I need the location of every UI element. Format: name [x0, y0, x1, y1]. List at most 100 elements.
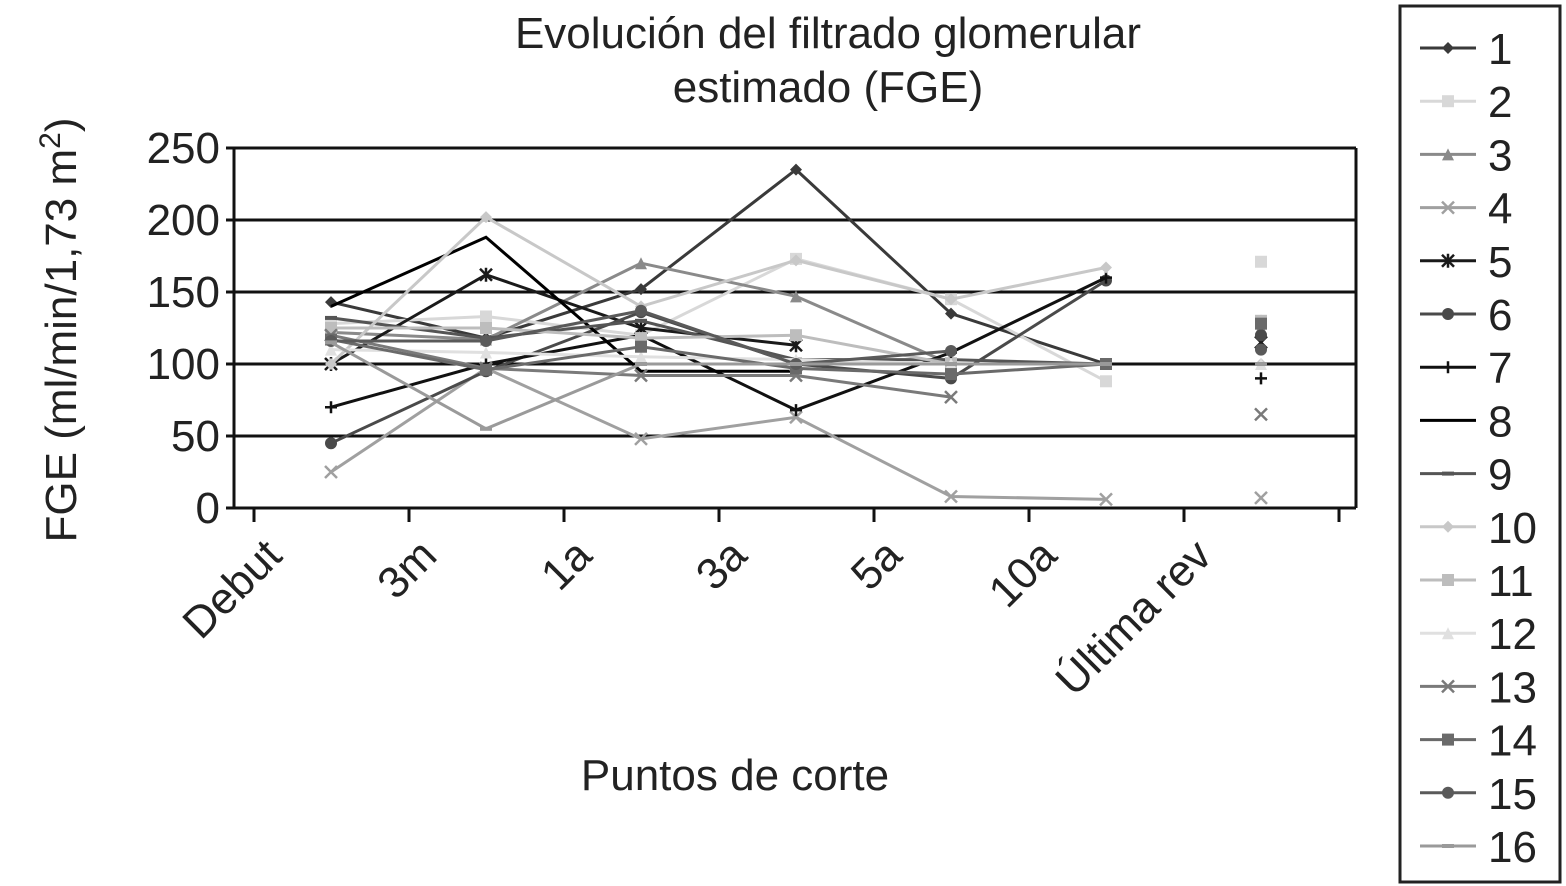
- legend-swatch-marker: [1441, 253, 1455, 268]
- data-point: [1254, 491, 1268, 505]
- legend-swatch-marker: [1442, 308, 1454, 320]
- legend-item: 9: [1420, 451, 1512, 500]
- series-line: [330, 341, 1106, 431]
- legend-swatch-marker: [1441, 679, 1455, 694]
- legend-label: 5: [1488, 238, 1512, 287]
- data-point: [635, 350, 647, 363]
- legend-label: 3: [1488, 131, 1512, 180]
- legend-swatch-marker: [1442, 42, 1454, 54]
- data-point: [480, 334, 492, 347]
- data-point: [1255, 317, 1267, 330]
- legend-box: [1398, 4, 1562, 884]
- legend-item: 16: [1420, 823, 1537, 872]
- data-point: [325, 358, 337, 370]
- data-point: [790, 254, 802, 267]
- data-point: [634, 431, 648, 446]
- legend-item: 1: [1420, 25, 1512, 74]
- x-tick-label: 3a: [687, 530, 757, 600]
- data-point: [945, 293, 957, 306]
- x-tick-label: Última rev: [1046, 530, 1221, 705]
- data-point: [480, 363, 492, 376]
- x-tick-label: Debut: [173, 530, 291, 648]
- legend-item: 12: [1420, 610, 1537, 659]
- legend-swatch-marker: [1442, 361, 1454, 374]
- series-line: [330, 316, 1107, 366]
- data-point: [635, 340, 647, 353]
- data-point: [790, 329, 802, 342]
- legend-item: 2: [1420, 78, 1512, 127]
- legend-label: 6: [1488, 291, 1512, 340]
- legend-item: 4: [1420, 185, 1512, 234]
- legend-swatch-marker: [1442, 95, 1454, 108]
- legend-label: 1: [1488, 25, 1512, 74]
- legend-item: 14: [1420, 717, 1537, 766]
- series-line: [330, 257, 1107, 383]
- x-tick-label: 1a: [532, 530, 602, 600]
- data-point: [635, 304, 647, 317]
- data-point: [944, 489, 958, 504]
- series-line: [330, 235, 796, 373]
- legend-label: 12: [1488, 610, 1537, 659]
- legend-swatch-marker: [1442, 574, 1454, 586]
- legend-item: 10: [1420, 504, 1537, 553]
- legend-label: 8: [1488, 397, 1512, 446]
- data-point: [480, 310, 492, 323]
- data-point: [480, 346, 492, 359]
- legend-label: 16: [1488, 823, 1537, 872]
- data-point: [480, 211, 492, 224]
- legend-item: 5: [1420, 238, 1512, 287]
- series-line: [330, 261, 1106, 366]
- x-tick-label: 5a: [842, 530, 912, 600]
- legend-swatch-marker: [1442, 733, 1454, 746]
- data-point: [945, 345, 957, 358]
- legend-item: 6: [1420, 291, 1512, 340]
- legend-item: 13: [1420, 663, 1537, 712]
- y-tick-label: 100: [147, 340, 220, 389]
- series-15: [325, 304, 1267, 370]
- y-tick-label: 0: [196, 484, 220, 533]
- legend-swatch-marker: [1442, 627, 1454, 640]
- data-point: [1100, 261, 1112, 274]
- data-point: [324, 465, 338, 479]
- series-16: [325, 340, 1267, 431]
- series-8: [330, 235, 796, 373]
- series-line: [330, 366, 1107, 501]
- legend-item: 11: [1420, 557, 1534, 606]
- data-point: [635, 257, 647, 270]
- y-axis-title: FGE (ml/min/1,73 m2): [34, 118, 86, 543]
- data-point: [789, 410, 803, 425]
- data-point: [479, 267, 493, 282]
- legend-item: 15: [1420, 770, 1537, 819]
- y-tick-label: 200: [147, 196, 220, 245]
- legend-label: 14: [1488, 717, 1537, 766]
- data-point: [635, 283, 647, 296]
- data-point: [1254, 407, 1268, 422]
- data-point: [1255, 329, 1267, 342]
- data-point: [1100, 375, 1112, 388]
- legend-label: 9: [1488, 451, 1512, 500]
- x-tick-label: 3m: [368, 530, 446, 608]
- chart-title-line-1: Evolución del filtrado glomerular: [515, 9, 1141, 58]
- y-tick-label: 50: [171, 412, 220, 461]
- legend-label: 2: [1488, 78, 1512, 127]
- data-point: [945, 368, 957, 381]
- legend-swatch-marker: [1442, 786, 1454, 799]
- y-tick-label: 150: [147, 268, 220, 317]
- legend-item: 7: [1420, 344, 1512, 393]
- y-axis-title-close: ): [37, 118, 86, 133]
- data-point: [945, 307, 957, 320]
- series-10: [325, 211, 1267, 370]
- data-point: [325, 401, 337, 414]
- x-tick-label: 10a: [980, 530, 1067, 617]
- legend-label: 10: [1488, 504, 1537, 553]
- data-point: [1099, 492, 1113, 507]
- data-point: [1100, 271, 1112, 284]
- legend-label: 11: [1488, 557, 1534, 606]
- series-line: [330, 167, 1107, 366]
- data-point: [1255, 343, 1267, 356]
- data-point: [790, 290, 802, 303]
- series-line: [329, 215, 1107, 366]
